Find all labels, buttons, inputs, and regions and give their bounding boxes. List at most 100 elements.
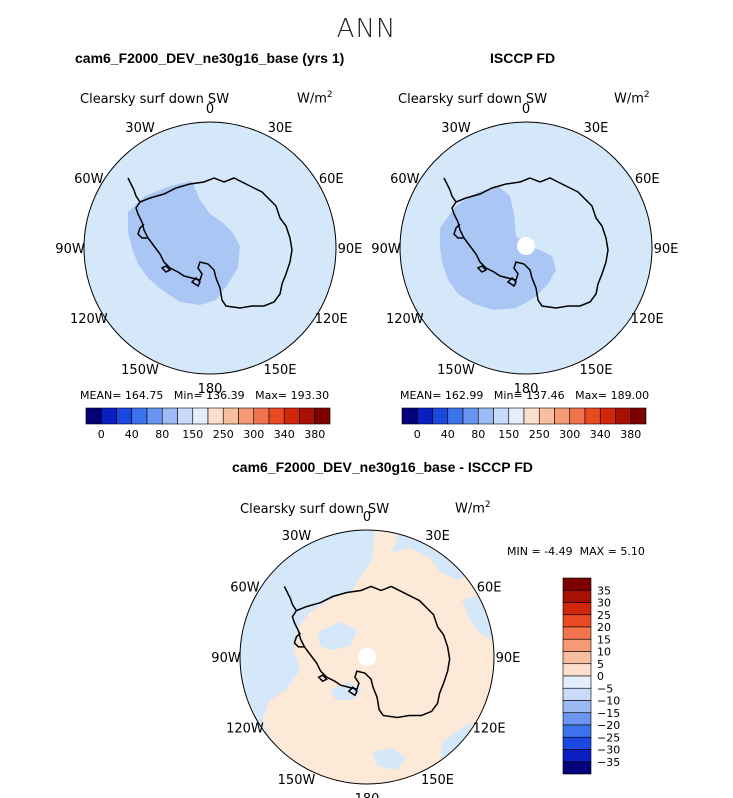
lon-label: 90E — [654, 242, 679, 257]
units-label-model: W/m2 — [297, 90, 333, 107]
colorbar-swatch — [268, 407, 285, 425]
map-diff-field — [240, 530, 494, 784]
colorbar-swatch — [432, 407, 449, 425]
colorbar-swatch — [562, 687, 592, 701]
colorbar-tick-label: 150 — [182, 428, 203, 441]
lon-label: 60E — [477, 581, 502, 596]
colorbar-swatch — [562, 736, 592, 750]
colorbar-swatch — [401, 407, 418, 425]
lon-label: 150W — [278, 773, 316, 788]
colorbar-swatch — [562, 712, 592, 726]
colorbar-swatch — [161, 407, 178, 425]
colorbar-swatch — [416, 407, 433, 425]
panel-title-model: cam6_F2000_DEV_ne30g16_base (yrs 1) — [75, 50, 345, 66]
colorbar-tick-label: 0 — [414, 428, 421, 441]
colorbar-swatch — [562, 749, 592, 763]
colorbar-tick-label: 25 — [597, 609, 611, 622]
lon-label: 0 — [522, 102, 530, 117]
variable-label-diff: Clearsky surf down SW — [240, 502, 390, 517]
lon-label: 30W — [125, 121, 155, 136]
colorbar-tick-label: 80 — [155, 428, 169, 441]
colorbar-swatch — [283, 407, 300, 425]
lon-label: 90W — [211, 651, 241, 666]
colorbar-swatch — [493, 407, 510, 425]
colorbar-swatch — [562, 675, 592, 689]
map-boundary-diff — [239, 529, 495, 785]
colorbar-tick-label: 340 — [590, 428, 611, 441]
colorbar-swatch — [562, 724, 592, 738]
stats-model: MEAN= 164.75 Min= 136.39 Max= 193.30 — [80, 389, 330, 402]
lon-labels-diff: 0 30E 60E 90E 120E 150E 180 150W 120W 90W 60W 30W — [211, 510, 520, 798]
colorbar-swatch — [116, 407, 133, 425]
lon-label: 90W — [55, 242, 85, 257]
lon-label: 90W — [371, 242, 401, 257]
colorbar-tick-label: 250 — [213, 428, 234, 441]
colorbar-swatch — [554, 407, 571, 425]
colorbar-tick-label: 15 — [597, 633, 611, 646]
lon-label: 180 — [198, 382, 223, 397]
colorbar-swatch — [447, 407, 464, 425]
colorbar-swatch — [584, 407, 601, 425]
lon-labels-obs: 0 30E 60E 90E 120E 150E 180 150W 120W 90W 60W 30W — [371, 102, 678, 397]
lon-label: 0 — [206, 102, 214, 117]
pole-hole-obs — [517, 237, 535, 255]
lon-label: 30E — [268, 121, 293, 136]
colorbar-tick-label: 250 — [529, 428, 550, 441]
lon-label: 150E — [579, 363, 612, 378]
lon-label: 60E — [319, 172, 344, 187]
map-obs-field — [400, 122, 652, 374]
colorbar-tick-label: 30 — [597, 597, 611, 610]
lon-label: 90E — [338, 242, 363, 257]
lon-label: 120E — [631, 312, 664, 327]
lon-label: 180 — [514, 382, 539, 397]
lon-label: 60W — [390, 172, 420, 187]
colorbar-swatch — [314, 407, 331, 425]
colorbar-swatch — [131, 407, 148, 425]
colorbar-swatch — [299, 407, 316, 425]
lon-label: 150E — [421, 773, 454, 788]
colorbar-tick-label: 20 — [597, 621, 611, 634]
colorbar-tick-label: 35 — [597, 584, 611, 597]
colorbar-swatch — [562, 651, 592, 665]
colorbar-model: 0 40 80 150 250 300 340 380 — [85, 407, 331, 441]
map-boundary-model — [83, 121, 337, 375]
lon-label: 30E — [425, 529, 450, 544]
lon-label: 60W — [230, 581, 260, 596]
colorbar-swatch — [562, 626, 592, 640]
colorbar-swatch — [538, 407, 555, 425]
colorbar-swatch — [85, 407, 102, 425]
colorbar-tick-label: 300 — [559, 428, 580, 441]
colorbar-tick-label: 340 — [274, 428, 295, 441]
colorbar-swatch — [562, 700, 592, 714]
colorbar-obs: 0 40 80 150 250 300 340 380 — [401, 407, 647, 441]
colorbar-tick-label: 40 — [441, 428, 455, 441]
colorbar-swatch — [477, 407, 494, 425]
colorbar-swatch — [562, 638, 592, 652]
units-label-obs: W/m2 — [614, 90, 650, 107]
colorbar-tick-label: −10 — [597, 695, 620, 708]
units-label-diff: W/m2 — [455, 500, 491, 517]
lon-label: 120W — [70, 312, 108, 327]
colorbar-swatch — [562, 577, 592, 591]
colorbar-tick-label: −35 — [597, 756, 620, 769]
colorbar-swatch — [562, 761, 592, 775]
lon-label: 180 — [355, 792, 380, 798]
colorbar-tick-label: −15 — [597, 707, 620, 720]
lon-label: 60W — [74, 172, 104, 187]
colorbar-swatch — [569, 407, 586, 425]
colorbar-swatch — [508, 407, 525, 425]
colorbar-tick-label: 80 — [471, 428, 485, 441]
colorbar-swatch — [192, 407, 209, 425]
panel-title-obs: ISCCP FD — [490, 50, 556, 66]
lon-label: 30W — [282, 529, 312, 544]
lon-label: 150W — [121, 363, 159, 378]
colorbar-tick-label: 150 — [498, 428, 519, 441]
colorbar-tick-label: −5 — [597, 682, 613, 695]
colorbar-tick-label: −30 — [597, 744, 620, 757]
colorbar-swatch — [630, 407, 647, 425]
colorbar-swatch — [562, 589, 592, 603]
lon-label: 120W — [386, 312, 424, 327]
colorbar-swatch — [253, 407, 270, 425]
pole-hole-diff — [358, 648, 376, 666]
colorbar-swatch — [523, 407, 540, 425]
